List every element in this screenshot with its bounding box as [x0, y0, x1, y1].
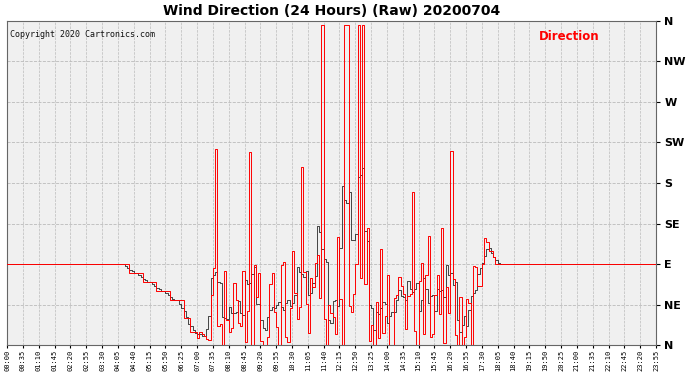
Text: Direction: Direction: [539, 30, 600, 44]
Title: Wind Direction (24 Hours) (Raw) 20200704: Wind Direction (24 Hours) (Raw) 20200704: [163, 4, 500, 18]
Text: Copyright 2020 Cartronics.com: Copyright 2020 Cartronics.com: [10, 30, 155, 39]
